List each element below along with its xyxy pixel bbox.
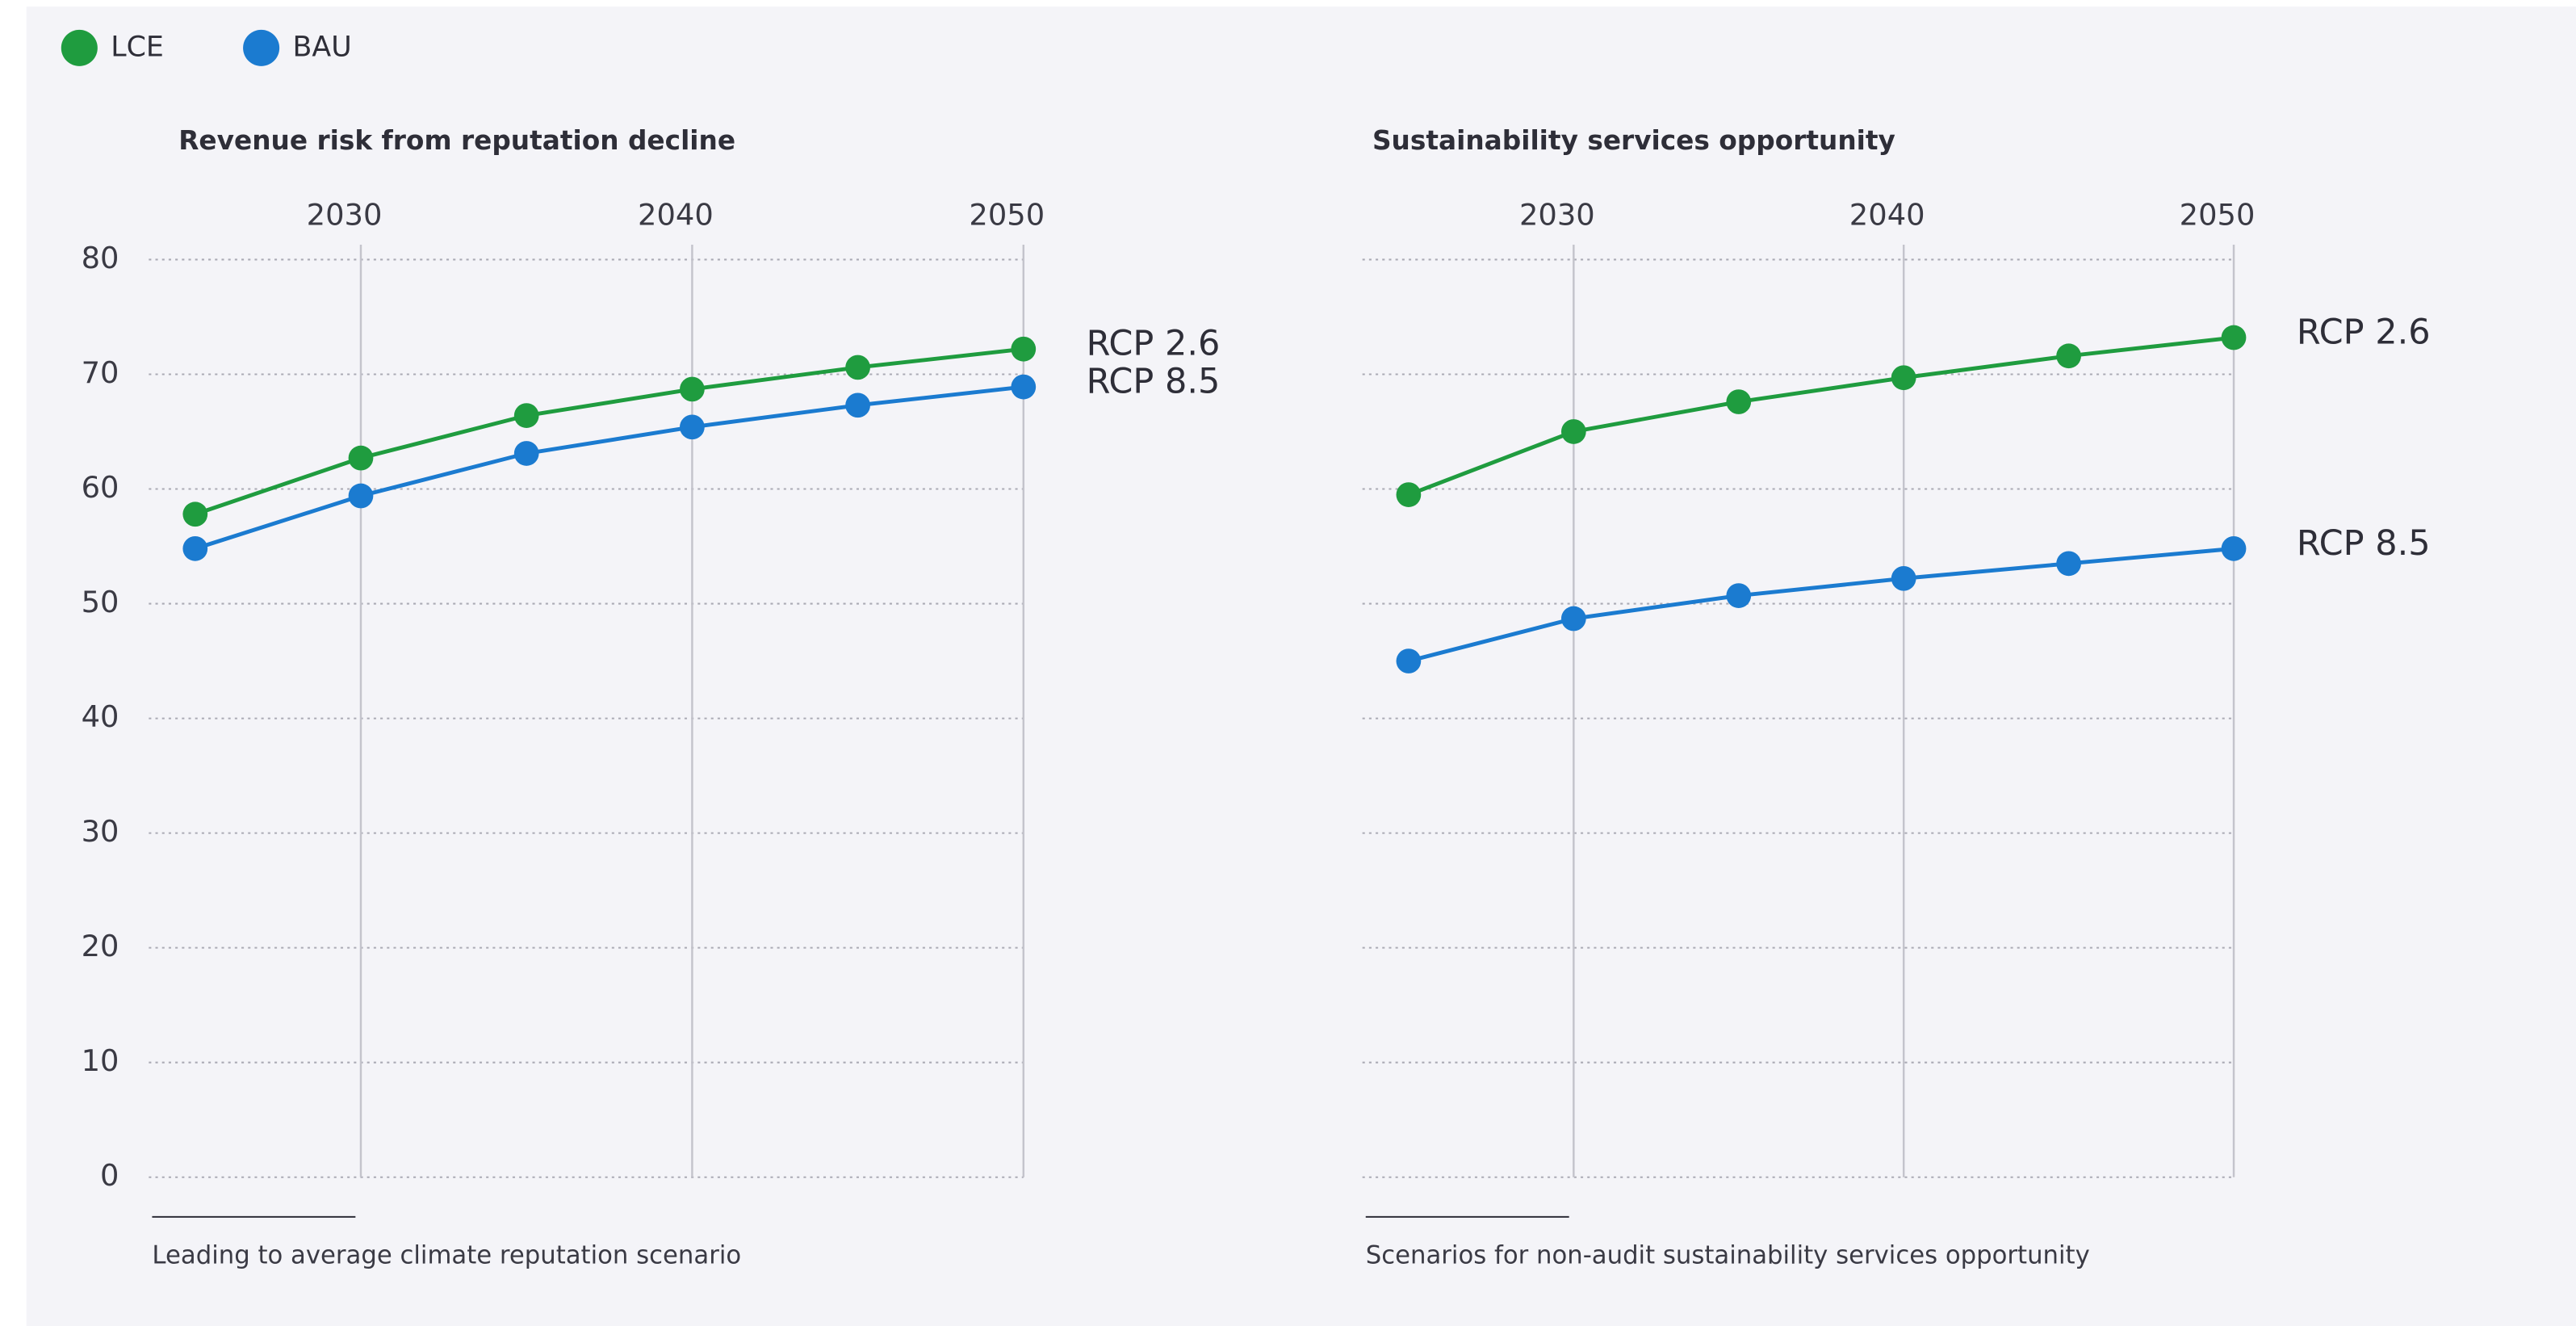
- data-point: [1891, 565, 1916, 591]
- x-tick-label: 2040: [1849, 198, 1925, 233]
- line: [1408, 546, 2235, 663]
- data-point: [680, 376, 705, 402]
- footnote: Leading to average climate reputation sc…: [152, 1241, 741, 1270]
- data-point: [513, 403, 539, 428]
- data-point: [348, 445, 374, 471]
- data-point: [1560, 606, 1586, 632]
- chart-title: Sustainability services opportunity: [1372, 125, 1895, 156]
- x-tick-label: 2030: [1519, 198, 1595, 233]
- x-tick-label: 2030: [307, 198, 383, 233]
- data-point: [680, 414, 705, 440]
- y-tick-label: 10: [82, 1043, 119, 1078]
- series-label: RCP 2.6: [2297, 312, 2431, 352]
- data-point: [1011, 336, 1037, 362]
- data-point: [845, 392, 870, 418]
- data-point: [1560, 419, 1586, 444]
- y-tick-label: 50: [82, 585, 119, 619]
- x-tick-label: 2050: [2180, 198, 2256, 233]
- legend-label: BAU: [293, 31, 352, 63]
- data-point: [182, 501, 208, 527]
- y-tick-label: 20: [82, 929, 119, 963]
- data-point: [1726, 583, 1752, 608]
- data-point: [2056, 343, 2081, 369]
- line: [1408, 335, 2235, 497]
- y-tick-label: 70: [82, 355, 119, 390]
- series-label: RCP 8.5: [2297, 523, 2431, 564]
- y-tick-label: 30: [82, 814, 119, 849]
- data-point: [2221, 536, 2247, 561]
- line: [195, 384, 1024, 551]
- legend-marker: [61, 29, 98, 66]
- data-point: [845, 355, 870, 380]
- data-point: [2056, 551, 2081, 577]
- y-tick-label: 0: [100, 1158, 119, 1193]
- data-point: [1726, 389, 1752, 414]
- chart-title: Revenue risk from reputation decline: [178, 125, 735, 156]
- data-point: [1396, 648, 1422, 673]
- line: [194, 346, 1024, 517]
- data-point: [348, 483, 374, 509]
- x-tick-label: 2050: [969, 198, 1045, 233]
- x-tick-label: 2040: [638, 198, 714, 233]
- series-label: RCP 8.5: [1087, 362, 1221, 402]
- y-tick-label: 40: [82, 699, 119, 734]
- y-tick-label: 60: [82, 470, 119, 505]
- data-point: [1011, 374, 1037, 400]
- series-label: RCP 2.6: [1087, 324, 1221, 364]
- data-point: [1891, 365, 1916, 391]
- footnote: Scenarios for non-audit sustainability s…: [1366, 1241, 2090, 1270]
- y-tick-label: 80: [82, 241, 119, 275]
- data-point: [1396, 482, 1422, 507]
- data-point: [182, 536, 208, 561]
- legend-marker: [243, 29, 280, 66]
- data-point: [2221, 325, 2247, 350]
- data-point: [513, 441, 539, 466]
- legend-label: LCE: [111, 31, 164, 63]
- background: [26, 6, 2576, 1326]
